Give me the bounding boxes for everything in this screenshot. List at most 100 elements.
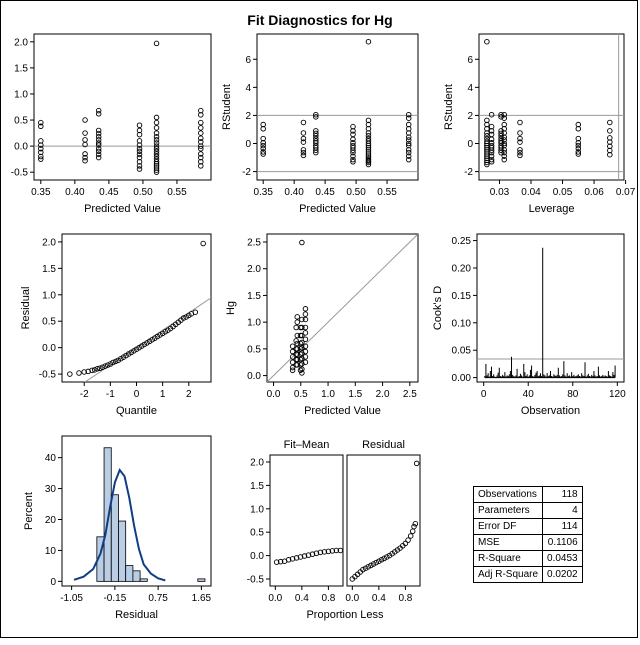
data-point bbox=[488, 136, 495, 143]
data-point bbox=[260, 126, 266, 132]
y-axis-label: Cook's D bbox=[432, 286, 444, 330]
fit-statistic-row: Parameters 4 bbox=[472, 502, 583, 519]
y-tick-label: 0.15 bbox=[452, 291, 472, 302]
y-axis-label: RStudent bbox=[221, 84, 233, 130]
data-point bbox=[365, 159, 372, 166]
fit-statistic-value: 118 bbox=[542, 486, 583, 503]
y-tick-label: 0.05 bbox=[452, 346, 472, 357]
x-tick-label: 1.65 bbox=[192, 593, 212, 604]
x-tick-label: 0.03 bbox=[490, 187, 510, 198]
data-point bbox=[95, 111, 102, 117]
x-tick-label: 0.35 bbox=[31, 187, 51, 198]
y-tick-label: 1.0 bbox=[247, 318, 261, 329]
x-tick-label: 0.50 bbox=[133, 187, 153, 198]
data-point bbox=[299, 239, 305, 246]
data-point bbox=[405, 149, 412, 156]
data-point bbox=[488, 147, 495, 153]
data-point bbox=[289, 359, 296, 365]
data-point bbox=[317, 549, 324, 556]
x-tick-label: 40 bbox=[523, 389, 535, 400]
data-point bbox=[277, 558, 284, 565]
data-point bbox=[384, 554, 390, 560]
data-point bbox=[575, 140, 582, 146]
data-point bbox=[81, 369, 87, 375]
y-tick-label: 0.00 bbox=[452, 373, 472, 384]
residual-fit-spread-chart: 0.0 0.4 0.8-0.50.00.51.01.52.00.0 0.4 0.8Fit… bbox=[247, 439, 421, 621]
data-point bbox=[405, 115, 412, 121]
data-point bbox=[350, 128, 356, 134]
data-point bbox=[82, 130, 88, 136]
data-point bbox=[607, 119, 613, 126]
kernel-density-curve bbox=[73, 467, 166, 582]
data-point bbox=[302, 354, 309, 360]
data-point bbox=[575, 145, 582, 152]
data-point bbox=[198, 163, 204, 169]
data-point bbox=[488, 156, 495, 163]
data-point bbox=[405, 140, 412, 147]
data-point bbox=[198, 151, 204, 157]
data-point bbox=[136, 131, 143, 138]
data-point bbox=[365, 564, 371, 570]
data-point bbox=[91, 367, 98, 373]
data-point bbox=[95, 140, 102, 146]
data-point bbox=[153, 145, 160, 152]
y-tick-label: 2.0 bbox=[250, 458, 264, 469]
data-point bbox=[153, 148, 160, 155]
data-point bbox=[501, 140, 507, 147]
data-point bbox=[411, 523, 417, 530]
data-point bbox=[299, 316, 305, 323]
y-tick-label: 1.5 bbox=[247, 291, 261, 302]
fit-statistic-row: Observations 118 bbox=[472, 486, 583, 503]
y-tick-label: 0.20 bbox=[452, 263, 472, 274]
x-tick-label: 0.4 bbox=[372, 593, 386, 604]
data-point bbox=[405, 147, 412, 153]
data-point bbox=[302, 306, 309, 312]
x-axis-label: Predicted Value bbox=[304, 405, 381, 417]
data-point bbox=[501, 115, 507, 121]
y-tick-label: 30 bbox=[45, 484, 57, 495]
x-tick-label: 0.45 bbox=[99, 187, 119, 198]
data-point bbox=[607, 128, 613, 134]
data-point bbox=[517, 147, 523, 153]
data-point bbox=[302, 324, 309, 331]
x-tick-label: 1.5 bbox=[348, 389, 362, 400]
data-point bbox=[517, 139, 523, 145]
plot-frame bbox=[266, 233, 419, 383]
data-point bbox=[289, 343, 296, 349]
data-point bbox=[321, 549, 328, 555]
data-point bbox=[405, 111, 412, 118]
y-tick-label: 0.0 bbox=[247, 371, 261, 382]
data-point bbox=[82, 154, 88, 161]
data-point bbox=[136, 166, 143, 172]
panel-title-fit-mean: Fit–Mean bbox=[284, 439, 330, 451]
cooks-d-chart: 0 40 80 120 0.00 0.05 0.10 0.15 0.20 0.25 Observat… bbox=[432, 233, 626, 417]
fit-statistics-table: Observations 118 Parameters 4 Error DF 114 MSE… bbox=[472, 486, 583, 583]
data-point bbox=[299, 339, 305, 346]
data-point bbox=[299, 324, 305, 331]
resid-histogram-chart: -1.05 -0.15 0.75 1.65 0 10 20 30 40 Residual Perce… bbox=[23, 435, 212, 621]
fit-statistic-row: Error DF 114 bbox=[472, 518, 583, 535]
data-point bbox=[325, 548, 332, 555]
x-tick-label: 0.05 bbox=[553, 187, 573, 198]
x-axis-label: Predicted Value bbox=[84, 203, 161, 215]
x-tick-label: 0.06 bbox=[584, 187, 604, 198]
fit-statistic-label: Adj R-Square bbox=[472, 566, 544, 583]
data-point bbox=[153, 140, 160, 146]
fit-statistic-value: 0.0202 bbox=[542, 566, 583, 583]
data-point bbox=[302, 343, 309, 349]
data-point bbox=[198, 135, 204, 142]
data-point bbox=[370, 561, 377, 567]
data-point bbox=[329, 548, 336, 554]
data-point bbox=[94, 366, 101, 372]
x-tick-label: 2.0 bbox=[376, 389, 390, 400]
y-tick-label: 0.0 bbox=[250, 551, 264, 562]
data-point bbox=[180, 315, 187, 321]
data-point bbox=[498, 133, 504, 139]
data-point bbox=[67, 371, 73, 377]
y-tick-label: 0 bbox=[50, 577, 56, 588]
y-tick-label: 40 bbox=[45, 453, 57, 464]
data-point bbox=[498, 130, 504, 137]
x-axis-label: Residual bbox=[115, 609, 158, 621]
